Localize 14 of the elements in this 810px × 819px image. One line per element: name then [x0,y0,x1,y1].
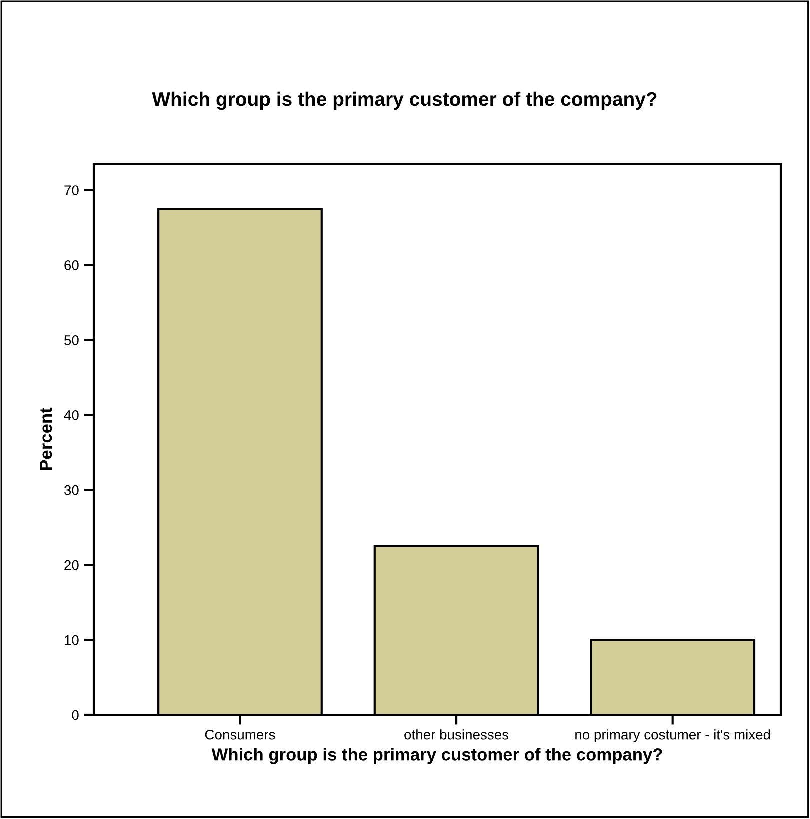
chart-title: Which group is the primary customer of the company? [152,92,657,110]
y-tick-label: 10 [65,635,79,646]
y-tick-label: 30 [64,485,79,496]
y-tick-label: 20 [64,560,79,570]
y-tick-label: 60 [64,260,79,270]
x-axis-title: Which group is the primary customer of the company? [212,748,662,764]
x-tick-label: no primary costumer - it's mixed [576,730,770,743]
y-axis-title: Percent [40,408,52,470]
x-tick-label: other businesses [404,730,509,740]
y-tick-label: 0 [72,710,79,720]
y-tick-label: 40 [64,410,79,420]
y-tick-label: 50 [64,336,79,346]
x-tick-label: Consumers [205,730,276,740]
y-tick-label: 70 [64,186,79,196]
